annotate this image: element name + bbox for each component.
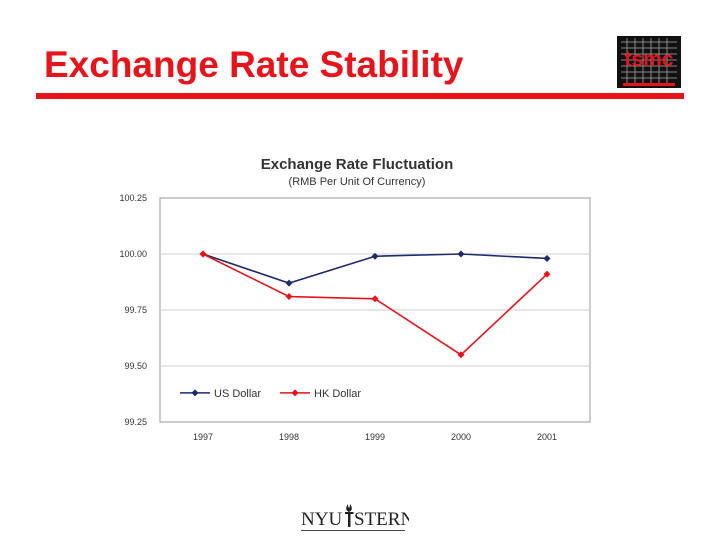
y-tick-label: 99.75 xyxy=(124,305,147,315)
chart-subtitle: (RMB Per Unit Of Currency) xyxy=(289,176,426,188)
x-tick-label: 1998 xyxy=(279,432,299,442)
footer-logo-right: STERN xyxy=(354,509,409,530)
legend-marker xyxy=(191,389,199,397)
legend-label: HK Dollar xyxy=(314,388,361,400)
data-point xyxy=(457,351,465,359)
data-point xyxy=(199,250,207,258)
y-tick-label: 99.25 xyxy=(124,417,147,427)
x-tick-label: 2001 xyxy=(537,432,557,442)
logo-text: tsmc xyxy=(624,48,673,71)
torch-icon xyxy=(345,504,354,527)
y-tick-label: 100.25 xyxy=(119,193,147,203)
legend-marker xyxy=(291,389,299,397)
tsmc-logo: tsmc xyxy=(617,36,681,88)
data-point xyxy=(543,270,551,278)
y-tick-label: 100.00 xyxy=(119,249,147,259)
data-point xyxy=(543,254,551,262)
data-point xyxy=(371,252,379,260)
x-tick-label: 2000 xyxy=(451,432,471,442)
x-tick-label: 1997 xyxy=(193,432,213,442)
legend-label: US Dollar xyxy=(214,388,261,400)
title-rule xyxy=(36,93,684,99)
data-point xyxy=(285,293,293,301)
y-tick-label: 99.50 xyxy=(124,361,147,371)
data-point xyxy=(371,295,379,303)
data-point xyxy=(285,279,293,287)
footer-logo-left: NYU xyxy=(301,509,342,530)
x-tick-label: 1999 xyxy=(365,432,385,442)
chart-title: Exchange Rate Fluctuation xyxy=(261,156,454,173)
data-point xyxy=(457,250,465,258)
nyu-stern-logo: NYU STERN xyxy=(301,504,409,531)
slide-title: Exchange Rate Stability xyxy=(44,44,464,85)
